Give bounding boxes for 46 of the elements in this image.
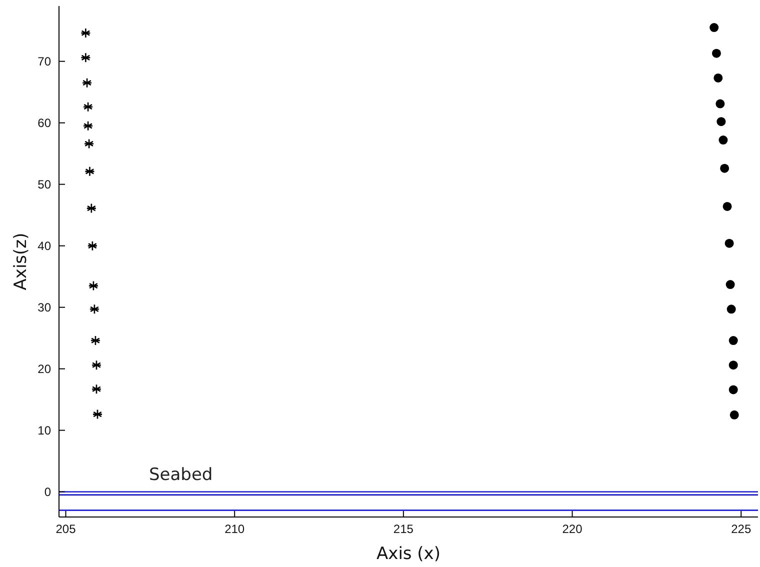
point xyxy=(86,203,97,214)
point xyxy=(91,360,102,370)
y-tick-label: 0 xyxy=(44,484,52,499)
point xyxy=(726,304,736,314)
point xyxy=(728,360,738,370)
y-tick-label: 40 xyxy=(38,238,52,253)
y-tick-label: 70 xyxy=(38,54,52,68)
point xyxy=(84,138,94,149)
point xyxy=(722,202,732,211)
y-tick-label: 30 xyxy=(38,300,52,314)
x-tick-label: 225 xyxy=(731,522,752,536)
y-tick-label: 60 xyxy=(38,116,52,130)
point xyxy=(724,238,734,248)
point xyxy=(91,384,102,394)
point xyxy=(716,117,726,126)
point xyxy=(710,23,719,32)
point xyxy=(82,120,94,132)
ref-line-label: Seabed xyxy=(149,464,213,485)
x-tick-label: 215 xyxy=(393,522,414,536)
point xyxy=(80,28,91,38)
y-tick-label: 50 xyxy=(38,177,52,192)
point xyxy=(718,136,728,145)
y-tick-label: 10 xyxy=(38,423,52,438)
x-axis-title: Axis (x) xyxy=(376,544,440,564)
x-tick-label: 210 xyxy=(224,522,245,536)
point xyxy=(728,336,738,346)
point xyxy=(80,52,91,63)
point xyxy=(726,280,735,290)
point xyxy=(730,410,739,420)
point xyxy=(88,280,99,291)
point xyxy=(720,164,730,173)
point xyxy=(716,99,725,108)
x-tick-label: 220 xyxy=(562,522,583,536)
y-axis-title: Axis(z) xyxy=(11,232,31,290)
point xyxy=(90,335,101,346)
point xyxy=(87,240,98,251)
point xyxy=(82,102,94,112)
point xyxy=(728,385,738,394)
point xyxy=(714,73,723,82)
y-tick-label: 20 xyxy=(38,362,52,376)
point xyxy=(712,48,721,58)
x-tick-label: 205 xyxy=(56,522,76,536)
point xyxy=(84,166,95,177)
point xyxy=(92,409,103,420)
point xyxy=(82,78,92,88)
point xyxy=(89,304,100,314)
